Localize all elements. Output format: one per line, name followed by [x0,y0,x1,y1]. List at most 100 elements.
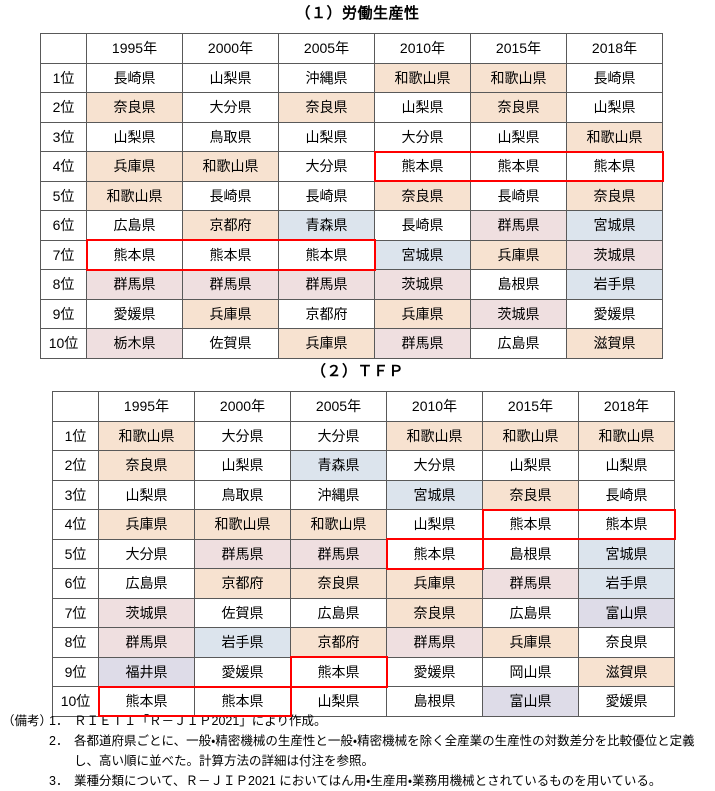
prefecture-cell: 茨城県 [470,298,567,329]
header-year-2015: 2015年 [482,391,579,422]
rank-label-cell: 3位 [40,121,87,152]
prefecture-cell: 和歌山県 [98,420,195,451]
prefecture-cell: 長崎県 [278,180,375,211]
table-row: 1位 長崎県 山梨県 沖縄県 和歌山県 和歌山県 長崎県 [40,62,663,93]
prefecture-cell: 滋賀県 [578,656,675,687]
prefecture-cell: 奈良県 [290,568,387,599]
prefecture-cell: 鳥取県 [182,121,279,152]
prefecture-cell: 和歌山県 [194,509,291,540]
prefecture-cell: 茨城県 [566,239,663,270]
prefecture-cell: 奈良県 [482,479,579,510]
prefecture-cell: 岡山県 [482,656,579,687]
prefecture-cell: 熊本県 [470,151,567,182]
prefecture-cell: 山梨県 [470,121,567,152]
header-year-1995: 1995年 [86,33,183,64]
rank-label-cell: 4位 [52,509,99,540]
prefecture-cell: 奈良県 [374,180,471,211]
note-line: 2． 各都道府県ごとに、一般・精密機械の生産性と一般・精密機械を除く全産業の生産性… [2,731,695,751]
prefecture-cell: 長崎県 [470,180,567,211]
header-year-2000: 2000年 [194,391,291,422]
prefecture-cell: 宮城県 [374,239,471,270]
prefecture-cell: 栃木県 [86,328,183,359]
prefecture-cell: 群馬県 [86,269,183,300]
note-text: 業種分類について、Ｒ－ＪＩＰ2021 においてはん用・生産用・業務用機械とされて… [74,774,662,788]
table-body-2: 1位 和歌山県 大分県 大分県 和歌山県 和歌山県 和歌山県 2位 奈良県 山梨県 青森県 大分県 山梨… [52,420,675,717]
prefecture-cell: 岩手県 [194,627,291,658]
prefecture-cell: 京都府 [194,568,291,599]
prefecture-cell: 長崎県 [182,180,279,211]
prefecture-cell: 熊本県 [278,239,375,270]
table-header-1: 1995年 2000年 2005年 2010年 2015年 2018年 [40,33,663,64]
prefecture-cell: 奈良県 [278,92,375,123]
prefecture-cell: 奈良県 [386,597,483,628]
prefecture-cell: 群馬県 [278,269,375,300]
prefecture-cell: 兵庫県 [278,328,375,359]
table-row: 10位 熊本県 熊本県 山梨県 島根県 富山県 愛媛県 [52,686,675,717]
prefecture-cell: 宮城県 [566,210,663,241]
ranking-table-labor-productivity: 1995年 2000年 2005年 2010年 2015年 2018年 1位 長崎… [40,33,663,359]
rank-label-cell: 2位 [52,450,99,481]
prefecture-cell: 群馬県 [386,627,483,658]
table-row: 4位 兵庫県 和歌山県 和歌山県 山梨県 熊本県 熊本県 [52,509,675,540]
prefecture-cell: 群馬県 [98,627,195,658]
prefecture-cell: 青森県 [278,210,375,241]
ranking-table-tfp: 1995年 2000年 2005年 2010年 2015年 2018年 1位 和歌… [52,391,675,717]
table-row: 2位 奈良県 大分県 奈良県 山梨県 奈良県 山梨県 [40,92,663,123]
prefecture-cell: 愛媛県 [386,656,483,687]
rank-label-cell: 4位 [40,151,87,182]
prefecture-cell: 長崎県 [374,210,471,241]
prefecture-cell: 京都府 [182,210,279,241]
prefecture-cell: 兵庫県 [374,298,471,329]
rank-label-cell: 2位 [40,92,87,123]
prefecture-cell: 奈良県 [86,92,183,123]
prefecture-cell: 長崎県 [86,62,183,93]
prefecture-cell: 熊本県 [578,509,675,540]
table-body-1: 1位 長崎県 山梨県 沖縄県 和歌山県 和歌山県 長崎県 2位 奈良県 大分県 奈良県 山梨県 奈良県山… [40,62,663,359]
rank-label-cell: 5位 [52,538,99,569]
prefecture-cell: 和歌山県 [482,420,579,451]
header-year-2018: 2018年 [566,33,663,64]
prefecture-cell: 和歌山県 [386,420,483,451]
prefecture-cell: 広島県 [98,568,195,599]
prefecture-cell: 群馬県 [482,568,579,599]
prefecture-cell: 島根県 [386,686,483,717]
prefecture-cell: 兵庫県 [98,509,195,540]
header-row: 1995年 2000年 2005年 2010年 2015年 2018年 [52,391,675,422]
prefecture-cell: 和歌山県 [566,121,663,152]
prefecture-cell: 広島県 [86,210,183,241]
note-number: 2． [49,734,69,748]
header-year-2010: 2010年 [386,391,483,422]
header-year-2005: 2005年 [278,33,375,64]
prefecture-cell: 沖縄県 [278,62,375,93]
rank-label-cell: 8位 [40,269,87,300]
note-text: 各都道府県ごとに、一般・精密機械の生産性と一般・精密機械を除く全産業の生産性の対… [74,734,695,748]
rank-label-cell: 10位 [40,328,87,359]
prefecture-cell: 茨城県 [98,597,195,628]
prefecture-cell: 山梨県 [86,121,183,152]
prefecture-cell: 山梨県 [278,121,375,152]
prefecture-cell: 群馬県 [290,538,387,569]
prefecture-cell: 山梨県 [386,509,483,540]
prefecture-cell: 山梨県 [578,450,675,481]
rank-label-cell: 9位 [40,298,87,329]
note-line: 3． 業種分類について、Ｒ－ＪＩＰ2021 においてはん用・生産用・業務用機械とさ… [2,771,695,791]
prefecture-cell: 京都府 [290,627,387,658]
prefecture-cell: 兵庫県 [86,151,183,182]
prefecture-cell: 大分県 [290,420,387,451]
prefecture-cell: 熊本県 [98,686,195,717]
table-row: 3位 山梨県 鳥取県 山梨県 大分県 山梨県 和歌山県 [40,121,663,152]
prefecture-cell: 群馬県 [374,328,471,359]
prefecture-cell: 岩手県 [566,269,663,300]
header-year-2000: 2000年 [182,33,279,64]
prefecture-cell: 富山県 [578,597,675,628]
prefecture-cell: 京都府 [278,298,375,329]
header-year-2018: 2018年 [578,391,675,422]
header-year-2015: 2015年 [470,33,567,64]
prefecture-cell: 大分県 [374,121,471,152]
header-row: 1995年 2000年 2005年 2010年 2015年 2018年 [40,33,663,64]
prefecture-cell: 滋賀県 [566,328,663,359]
table-row: 9位 愛媛県 兵庫県 京都府 兵庫県 茨城県 愛媛県 [40,298,663,329]
table-row: 7位 熊本県 熊本県 熊本県 宮城県 兵庫県 茨城県 [40,239,663,270]
note-text: ＲＩＥＴＩ「Ｒ－ＪＩＰ2021」により作成。 [74,714,327,728]
header-rank-corner [52,391,99,422]
